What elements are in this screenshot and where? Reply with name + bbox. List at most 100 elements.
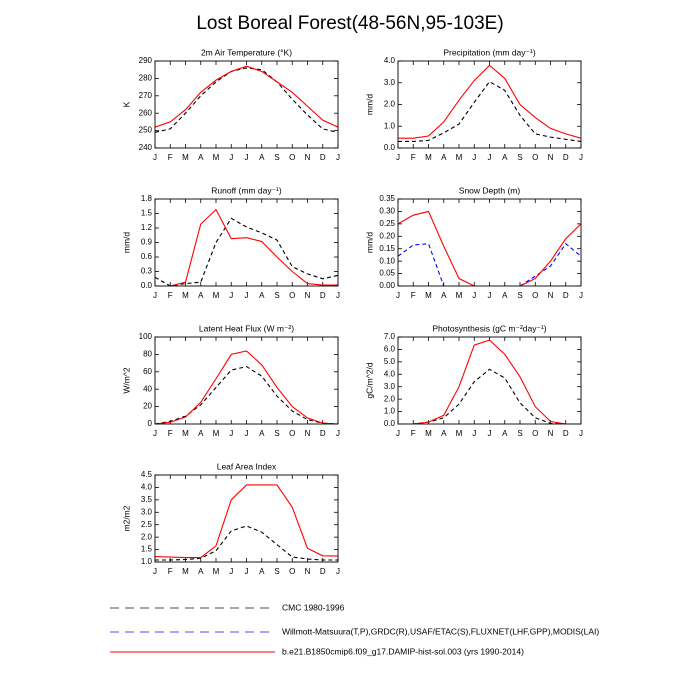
y-tick-label: 2.0 bbox=[384, 394, 396, 403]
panel-title: Precipitation (mm day⁻¹) bbox=[443, 47, 536, 57]
series-line bbox=[155, 67, 338, 133]
x-tick-label: J bbox=[245, 291, 249, 300]
y-tick-label: 4.0 bbox=[384, 369, 396, 378]
series-line bbox=[155, 350, 338, 424]
plot-frame bbox=[397, 336, 582, 425]
y-tick-label: 0.30 bbox=[379, 207, 395, 216]
y-tick-label: 2.5 bbox=[141, 520, 153, 529]
series-line bbox=[155, 484, 338, 559]
x-tick-label: D bbox=[320, 429, 326, 438]
x-tick-label: M bbox=[213, 291, 220, 300]
x-tick-label: F bbox=[168, 291, 173, 300]
x-tick-label: O bbox=[289, 153, 295, 162]
x-tick-label: M bbox=[425, 291, 432, 300]
y-axis-label: gC/m^2/d bbox=[364, 362, 374, 398]
x-tick-label: O bbox=[289, 429, 295, 438]
legend-label: Willmott-Matsuura(T,P),GRDC(R),USAF/ETAC… bbox=[282, 626, 599, 636]
x-tick-label: A bbox=[259, 567, 265, 576]
y-tick-label: 0.6 bbox=[141, 252, 153, 261]
x-tick-label: F bbox=[411, 291, 416, 300]
x-tick-label: F bbox=[168, 153, 173, 162]
x-tick-label: M bbox=[182, 429, 189, 438]
x-tick-label: O bbox=[532, 429, 538, 438]
series-line bbox=[398, 242, 581, 286]
x-tick-label: J bbox=[579, 291, 583, 300]
x-tick-label: J bbox=[336, 429, 340, 438]
x-tick-label: N bbox=[305, 567, 311, 576]
x-tick-label: M bbox=[213, 429, 220, 438]
x-tick-label: A bbox=[259, 291, 265, 300]
series-line bbox=[155, 365, 338, 424]
y-tick-label: 100 bbox=[139, 332, 153, 341]
x-tick-label: M bbox=[213, 153, 220, 162]
x-tick-label: S bbox=[274, 153, 279, 162]
y-tick-label: 1.5 bbox=[141, 209, 153, 218]
x-tick-label: M bbox=[456, 153, 463, 162]
figure-title: Lost Boreal Forest(48-56N,95-103E) bbox=[196, 13, 503, 34]
x-tick-label: M bbox=[182, 153, 189, 162]
x-tick-label: J bbox=[229, 567, 233, 576]
x-tick-label: S bbox=[274, 291, 279, 300]
x-tick-label: N bbox=[305, 291, 311, 300]
y-tick-label: 1.0 bbox=[141, 557, 153, 566]
x-tick-label: A bbox=[441, 153, 447, 162]
y-tick-label: 270 bbox=[139, 91, 153, 100]
x-tick-label: J bbox=[153, 429, 157, 438]
y-tick-label: 1.2 bbox=[141, 223, 153, 232]
y-tick-label: 60 bbox=[143, 367, 152, 376]
x-tick-label: O bbox=[532, 153, 538, 162]
x-tick-label: J bbox=[229, 153, 233, 162]
x-tick-label: F bbox=[411, 429, 416, 438]
y-tick-label: 3.0 bbox=[141, 507, 153, 516]
plot-frame bbox=[154, 60, 339, 149]
x-tick-label: J bbox=[336, 153, 340, 162]
y-tick-label: 80 bbox=[143, 350, 152, 359]
x-tick-label: J bbox=[153, 153, 157, 162]
y-axis-label: m2/m2 bbox=[121, 505, 131, 531]
x-tick-label: J bbox=[396, 153, 400, 162]
x-tick-label: N bbox=[548, 291, 554, 300]
y-tick-label: 0.0 bbox=[384, 143, 396, 152]
x-tick-label: N bbox=[305, 153, 311, 162]
x-tick-label: F bbox=[168, 567, 173, 576]
x-tick-label: M bbox=[213, 567, 220, 576]
y-axis-label: mm/d bbox=[364, 94, 374, 116]
y-tick-label: 4.0 bbox=[141, 483, 153, 492]
y-axis-label: mm/d bbox=[364, 232, 374, 254]
x-tick-label: J bbox=[472, 291, 476, 300]
x-tick-label: M bbox=[182, 291, 189, 300]
x-tick-label: S bbox=[274, 567, 279, 576]
y-tick-label: 0.00 bbox=[379, 281, 395, 290]
x-tick-label: J bbox=[488, 291, 492, 300]
series-line bbox=[155, 525, 338, 561]
x-tick-label: J bbox=[396, 291, 400, 300]
y-tick-label: 1.5 bbox=[141, 545, 153, 554]
x-tick-label: J bbox=[579, 153, 583, 162]
x-tick-label: M bbox=[425, 429, 432, 438]
y-tick-label: 4.5 bbox=[141, 470, 153, 479]
y-tick-label: 0.20 bbox=[379, 231, 395, 240]
x-tick-label: A bbox=[198, 291, 204, 300]
panel-title: Snow Depth (m) bbox=[459, 185, 521, 195]
plot-frame bbox=[397, 60, 582, 149]
y-tick-label: 5.0 bbox=[384, 357, 396, 366]
x-tick-label: O bbox=[289, 291, 295, 300]
x-tick-label: A bbox=[441, 429, 447, 438]
y-axis-label: K bbox=[121, 101, 131, 107]
x-tick-label: J bbox=[229, 429, 233, 438]
plot-frame bbox=[154, 198, 339, 287]
x-tick-label: F bbox=[168, 429, 173, 438]
x-tick-label: O bbox=[532, 291, 538, 300]
x-tick-label: J bbox=[472, 429, 476, 438]
y-tick-label: 0.3 bbox=[141, 267, 153, 276]
y-tick-label: 2.0 bbox=[141, 532, 153, 541]
y-tick-label: 0.10 bbox=[379, 256, 395, 265]
y-tick-label: 3.5 bbox=[141, 495, 153, 504]
x-tick-label: D bbox=[320, 153, 326, 162]
x-tick-label: J bbox=[488, 153, 492, 162]
x-tick-label: D bbox=[563, 153, 569, 162]
series-line bbox=[398, 80, 581, 143]
x-tick-label: A bbox=[198, 153, 204, 162]
x-tick-label: N bbox=[548, 153, 554, 162]
